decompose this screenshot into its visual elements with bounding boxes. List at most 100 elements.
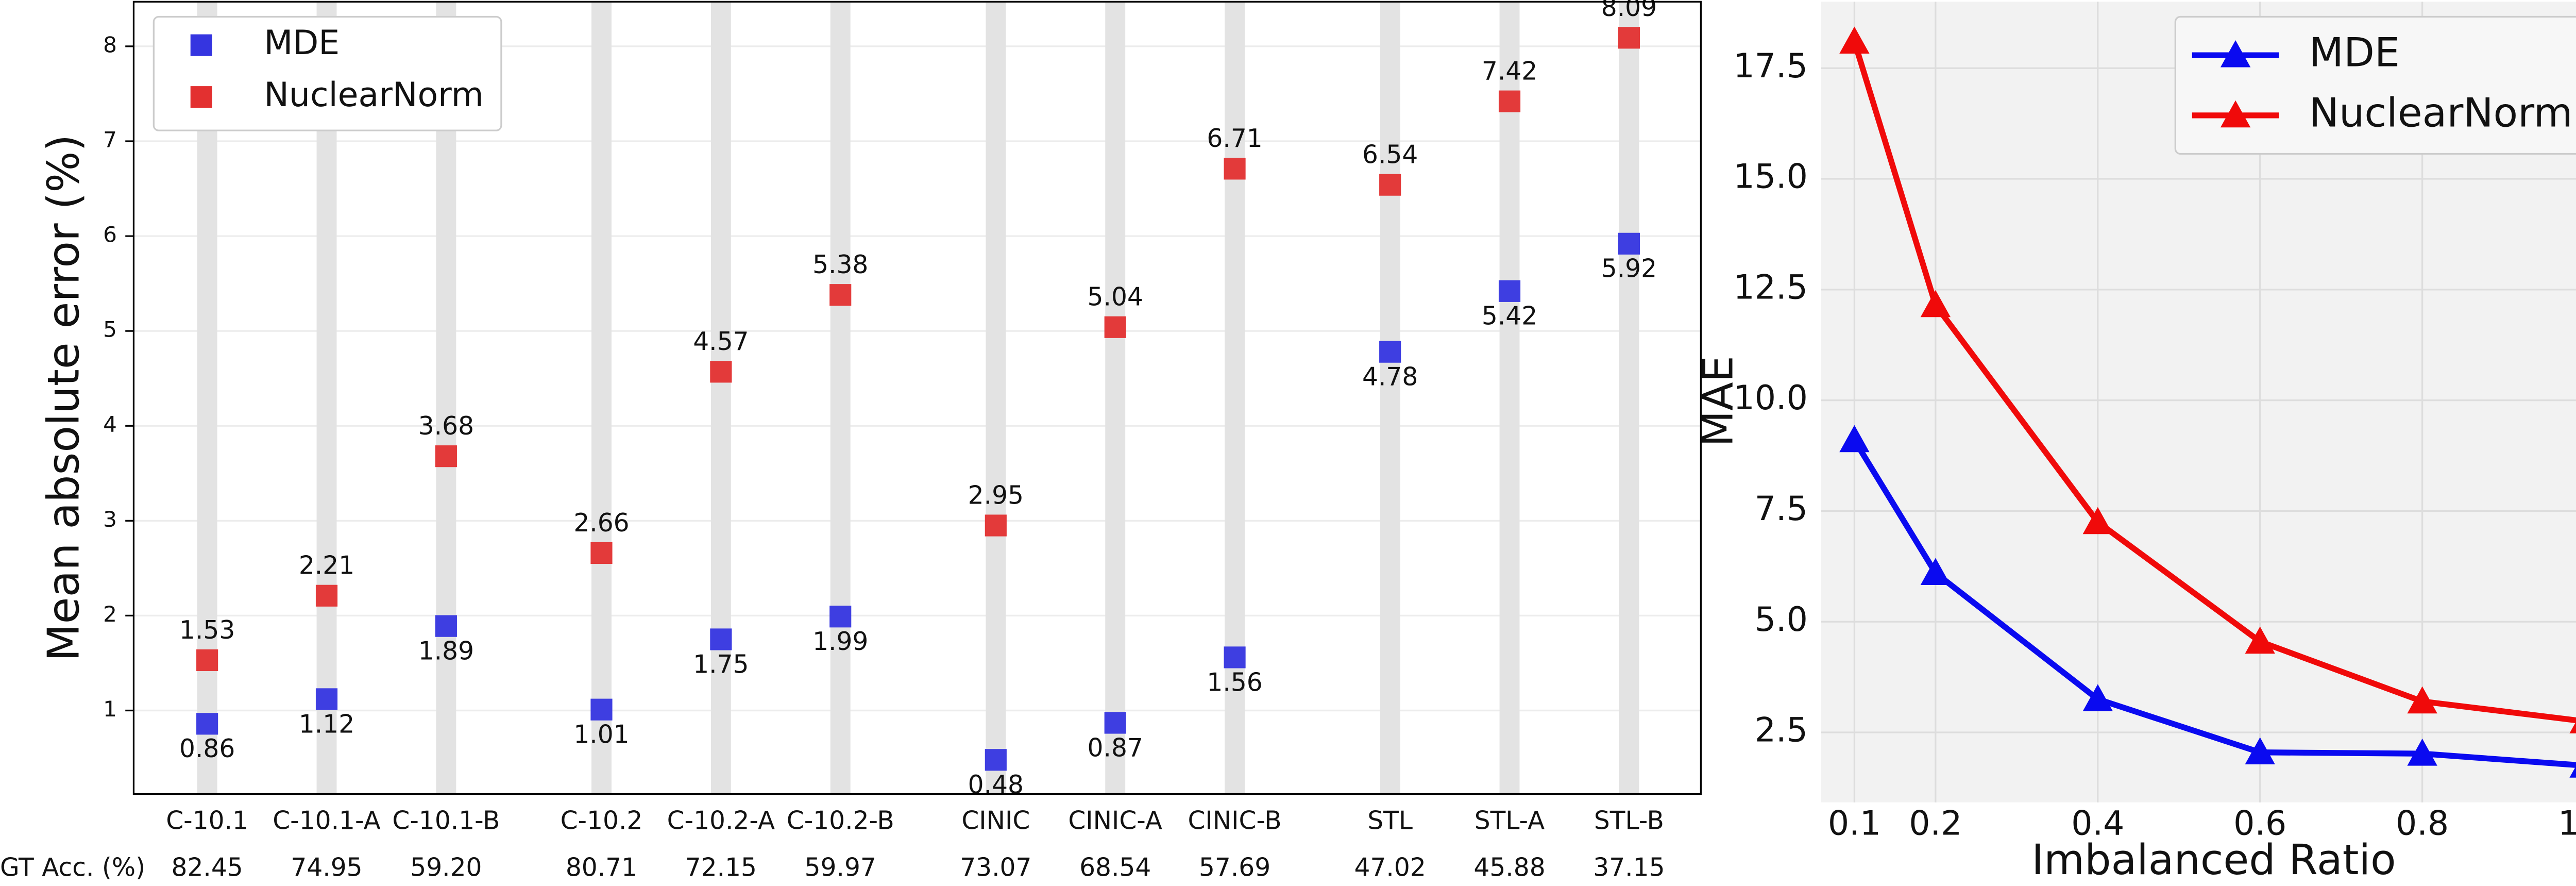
y-tick-label: 2.5	[1755, 711, 1808, 750]
x-tick-label: 0.1	[1828, 805, 1881, 843]
x-tick-label: 0.2	[1909, 805, 1962, 843]
marker	[590, 698, 613, 721]
category-band	[436, 2, 456, 794]
gt-acc-value: 74.95	[291, 853, 362, 882]
value-label: 1.75	[693, 650, 749, 679]
value-label: 1.89	[418, 637, 474, 666]
legend-label: MDE	[264, 24, 340, 62]
value-label: 8.09	[1601, 0, 1657, 22]
gt-acc-value: 45.88	[1473, 853, 1545, 882]
x-tick-label: 0.8	[2396, 805, 2449, 843]
marker	[196, 713, 218, 735]
value-label: 1.12	[299, 710, 354, 739]
marker	[2245, 737, 2275, 765]
marker	[435, 615, 457, 637]
x-tick-label: CINIC-B	[1188, 807, 1281, 835]
x-tick-label: 1.0	[2558, 805, 2576, 843]
x-tick-label: C-10.1-B	[392, 807, 500, 835]
value-label: 3.68	[418, 412, 474, 441]
y-tick-label: 10.0	[1734, 379, 1808, 417]
value-label: 5.04	[1088, 283, 1143, 312]
marker	[1224, 158, 1246, 180]
marker	[1920, 558, 1951, 586]
marker	[590, 542, 613, 564]
value-label: 5.42	[1482, 302, 1537, 331]
legend-box	[2174, 15, 2576, 155]
marker	[1379, 174, 1401, 196]
marker	[1104, 712, 1126, 734]
category-band	[591, 2, 612, 794]
y-axis-label: MAE	[1694, 356, 1743, 447]
marker	[2082, 684, 2113, 711]
y-tick-label: 7	[103, 127, 117, 152]
gt-acc-value: 59.97	[805, 853, 876, 882]
gt-acc-value: 73.07	[960, 853, 1031, 882]
x-tick-label: STL-B	[1594, 807, 1664, 835]
legend-marker	[190, 86, 212, 108]
x-tick-label: STL	[1367, 807, 1413, 835]
value-label: 6.54	[1362, 141, 1418, 170]
x-tick-label: C-10.2	[561, 807, 643, 835]
marker	[1618, 27, 1640, 49]
value-label: 2.95	[968, 481, 1024, 510]
category-band	[316, 2, 337, 794]
category-band	[986, 2, 1006, 794]
gt-acc-value: 68.54	[1079, 853, 1151, 882]
gt-acc-value: 37.15	[1593, 853, 1665, 882]
category-band	[1499, 2, 1520, 794]
y-tick-label: 5.0	[1755, 600, 1808, 639]
x-tick-label: 0.6	[2233, 805, 2286, 843]
value-label: 6.71	[1207, 124, 1262, 153]
value-label: 1.53	[179, 616, 235, 645]
legend-label: MDE	[2309, 30, 2400, 76]
marker	[315, 584, 338, 607]
category-band	[1380, 2, 1400, 794]
category-band	[1619, 2, 1639, 794]
x-tick-label: CINIC-A	[1068, 807, 1162, 835]
value-label: 0.87	[1088, 733, 1143, 762]
gt-acc-value: 47.02	[1354, 853, 1426, 882]
marker	[2082, 507, 2113, 534]
category-band	[830, 2, 851, 794]
x-tick-label: C-10.2-B	[787, 807, 894, 835]
legend-label: NuclearNorm	[2309, 90, 2573, 136]
category-band	[710, 2, 731, 794]
y-tick-label: 15.0	[1734, 158, 1808, 196]
legend-label: NuclearNorm	[264, 76, 483, 114]
y-tick-label: 5	[103, 317, 117, 342]
marker	[829, 606, 852, 628]
y-tick-label: 4	[103, 412, 117, 437]
gt-acc-value: 59.20	[410, 853, 482, 882]
x-tick-label: STL-A	[1475, 807, 1545, 835]
marker	[2569, 766, 2576, 778]
y-tick-label: 12.5	[1734, 268, 1808, 307]
gt-acc-value: 82.45	[172, 853, 243, 882]
x-tick-label: C-10.1	[166, 807, 248, 835]
marker	[1498, 90, 1521, 112]
y-axis-label: Mean absolute error (%)	[39, 135, 89, 661]
marker	[435, 445, 457, 467]
value-label: 2.66	[573, 509, 629, 538]
value-label: 4.57	[693, 327, 749, 356]
marker	[710, 628, 732, 650]
marker	[2569, 722, 2576, 733]
value-label: 1.01	[573, 721, 629, 749]
y-tick-label: 2	[103, 601, 117, 627]
gt-acc-value: 72.15	[685, 853, 757, 882]
value-label: 7.42	[1482, 57, 1537, 86]
marker	[1839, 425, 1870, 453]
y-tick-label: 6	[103, 222, 117, 247]
legend-box	[152, 15, 502, 131]
series-line	[1852, 438, 2576, 768]
value-label: 1.99	[812, 627, 868, 656]
plot-frame	[132, 1, 1702, 795]
marker	[196, 649, 218, 672]
x-tick-label: C-10.1-A	[273, 807, 381, 835]
y-tick-label: 17.5	[1734, 47, 1808, 86]
marker	[1379, 341, 1401, 363]
marker	[2245, 626, 2275, 654]
marker	[1224, 646, 1246, 668]
category-band	[1105, 2, 1126, 794]
marker	[985, 514, 1007, 537]
value-label: 0.48	[968, 771, 1024, 799]
